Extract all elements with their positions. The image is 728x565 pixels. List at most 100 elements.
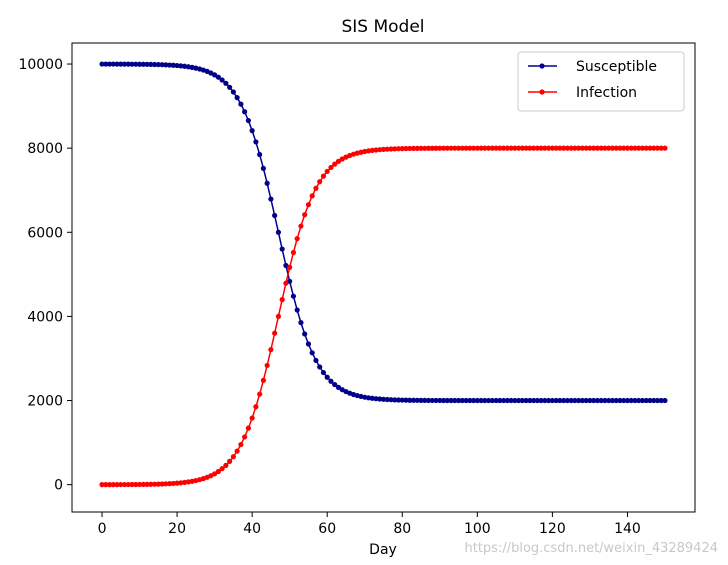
data-point-infection <box>227 458 233 464</box>
data-point-susceptible <box>219 77 225 83</box>
data-point-susceptible <box>523 397 529 404</box>
data-point-infection <box>245 425 251 431</box>
data-point-infection <box>136 481 143 488</box>
legend-label-susceptible: Susceptible <box>576 59 657 75</box>
data-point-susceptible <box>542 397 548 404</box>
data-point-susceptible <box>227 84 233 90</box>
data-point-infection <box>459 145 465 151</box>
data-point-infection <box>320 173 327 179</box>
data-point-susceptible <box>170 62 176 68</box>
data-point-infection <box>268 347 274 353</box>
data-point-infection <box>470 145 477 151</box>
data-point-susceptible <box>467 397 473 404</box>
data-point-susceptible <box>433 397 439 404</box>
data-point-infection <box>170 480 176 487</box>
data-point-infection <box>474 145 480 151</box>
data-point-infection <box>624 145 631 151</box>
data-point-susceptible <box>133 61 139 67</box>
data-point-susceptible <box>516 397 522 404</box>
data-point-infection <box>125 481 131 488</box>
data-point-susceptible <box>384 396 390 403</box>
data-point-susceptible <box>534 397 540 404</box>
data-point-susceptible <box>437 397 443 404</box>
x-tick-label: 140 <box>614 521 641 537</box>
data-point-susceptible <box>598 397 604 404</box>
data-point-susceptible <box>302 331 308 337</box>
data-point-infection <box>437 145 443 151</box>
data-point-susceptible <box>294 307 300 313</box>
data-point-susceptible <box>106 61 113 67</box>
data-point-infection <box>455 145 462 151</box>
data-point-susceptible <box>174 62 180 69</box>
data-point-infection <box>485 145 492 151</box>
data-point-susceptible <box>572 397 578 404</box>
data-point-susceptible <box>576 397 582 404</box>
data-point-susceptible <box>155 61 161 68</box>
data-point-infection <box>230 454 236 460</box>
data-point-infection <box>317 179 323 185</box>
data-point-infection <box>151 481 158 487</box>
data-point-infection <box>512 145 518 151</box>
data-point-infection <box>234 448 240 454</box>
data-point-infection <box>133 481 139 488</box>
data-point-susceptible <box>628 397 634 404</box>
data-point-susceptible <box>485 397 492 404</box>
data-point-infection <box>508 145 514 151</box>
data-point-infection <box>482 145 488 151</box>
data-point-infection <box>448 145 454 151</box>
data-point-infection <box>110 482 116 488</box>
data-point-susceptible <box>564 397 571 404</box>
data-point-infection <box>531 145 537 151</box>
data-point-susceptible <box>613 397 619 404</box>
data-point-infection <box>392 146 398 152</box>
data-point-infection <box>602 145 608 151</box>
x-axis-label: Day <box>369 542 397 558</box>
data-point-infection <box>594 145 601 151</box>
data-point-infection <box>212 471 218 477</box>
data-point-infection <box>621 145 627 151</box>
data-point-susceptible <box>579 397 586 404</box>
data-point-infection <box>144 481 150 487</box>
y-axis: 0 2000 4000 6000 8000 10000 <box>18 57 72 494</box>
data-point-susceptible <box>260 165 266 171</box>
data-point-susceptible <box>159 62 165 68</box>
x-tick-label: 20 <box>168 521 186 537</box>
data-point-susceptible <box>422 397 428 403</box>
data-point-infection <box>504 145 510 151</box>
data-point-infection <box>561 145 567 151</box>
data-point-susceptible <box>320 369 327 376</box>
data-point-infection <box>639 145 646 151</box>
data-point-infection <box>613 145 619 151</box>
data-point-infection <box>617 145 623 151</box>
data-point-infection <box>564 145 571 151</box>
data-point-susceptible <box>403 397 409 403</box>
data-point-infection <box>313 185 319 191</box>
data-point-susceptible <box>125 61 131 67</box>
data-point-susceptible <box>452 397 458 404</box>
data-point-susceptible <box>317 364 323 370</box>
data-point-susceptible <box>478 397 484 404</box>
data-point-infection <box>489 145 495 151</box>
data-point-susceptible <box>257 151 263 158</box>
data-point-infection <box>380 146 387 152</box>
data-point-infection <box>452 145 458 151</box>
watermark: https://blog.csdn.net/weixin_43289424 <box>464 541 718 556</box>
data-point-infection <box>651 145 657 151</box>
data-point-susceptible <box>328 378 334 384</box>
data-point-susceptible <box>561 397 567 404</box>
data-point-susceptible <box>245 117 251 124</box>
data-point-susceptible <box>606 397 612 404</box>
series-infection <box>99 145 668 488</box>
data-point-infection <box>516 145 522 151</box>
data-point-infection <box>114 482 120 488</box>
y-tick-label: 10000 <box>18 57 63 73</box>
data-point-susceptible <box>407 397 413 403</box>
data-point-infection <box>103 482 109 488</box>
data-point-infection <box>587 145 593 151</box>
data-point-infection <box>242 434 248 440</box>
x-tick-label: 60 <box>318 521 336 537</box>
data-point-susceptible <box>275 229 282 235</box>
data-point-susceptible <box>651 397 657 404</box>
data-point-susceptible <box>553 397 559 404</box>
data-point-infection <box>238 441 244 448</box>
